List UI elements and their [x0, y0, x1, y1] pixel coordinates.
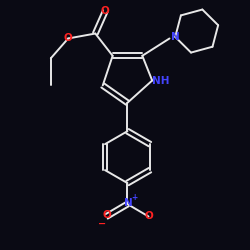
- Text: −: −: [98, 218, 106, 228]
- Text: N: N: [124, 198, 133, 208]
- Text: N: N: [171, 32, 179, 42]
- Text: O: O: [101, 6, 110, 16]
- Text: +: +: [131, 193, 138, 202]
- Text: O: O: [102, 210, 111, 220]
- Text: NH: NH: [152, 76, 170, 86]
- Text: O: O: [64, 34, 72, 43]
- Text: O: O: [144, 212, 153, 222]
